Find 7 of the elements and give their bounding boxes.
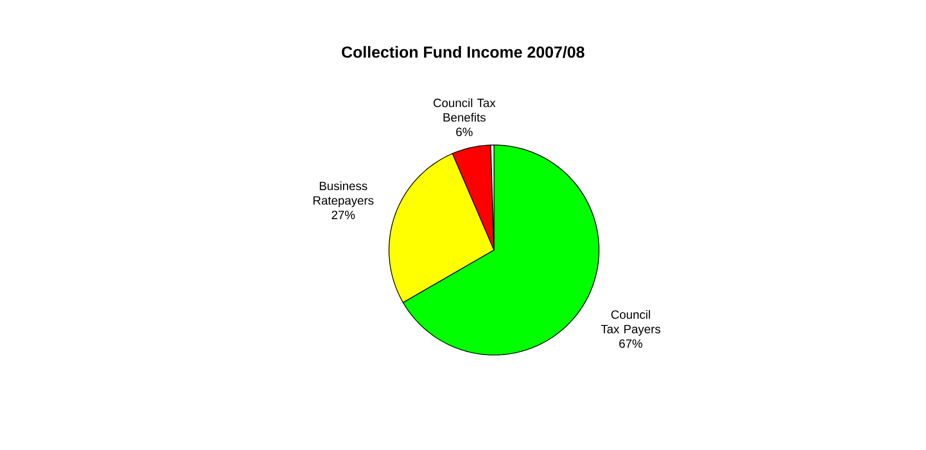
slice-label: Council Tax Benefits [434,98,496,122]
slice-label: Business Ratepayers [314,181,374,208]
data-label: 27% [332,210,355,220]
slice-label: Council Tax Payers [600,310,660,336]
data-label: 67% [619,339,642,348]
data-label: 6% [456,128,473,136]
chart-title: Collection Fund Income 2007/08 [342,46,584,58]
